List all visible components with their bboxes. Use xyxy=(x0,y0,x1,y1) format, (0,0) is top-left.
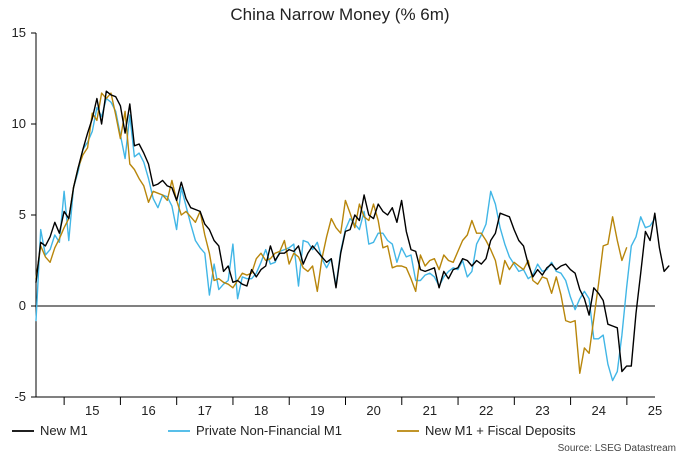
legend-label: New M1 + Fiscal Deposits xyxy=(425,423,576,438)
x-tick-label: 17 xyxy=(198,403,212,418)
series-group xyxy=(35,90,670,382)
x-tick-label: 18 xyxy=(254,403,268,418)
x-axis: 15 16 17 18 19 20 21 22 23 24 25 xyxy=(36,396,662,418)
legend: New M1 Private Non-Financial M1 New M1 + F… xyxy=(12,423,576,438)
series-line-0 xyxy=(35,90,670,373)
y-tick-label: 15 xyxy=(12,25,26,40)
y-tick-label: -5 xyxy=(14,389,26,404)
y-tick-group: -5 0 5 10 15 xyxy=(12,25,36,404)
x-tick-label: 23 xyxy=(535,403,549,418)
x-tick-label: 16 xyxy=(141,403,155,418)
x-tick-label: 20 xyxy=(366,403,380,418)
y-tick-label: 0 xyxy=(19,298,26,313)
x-tick-label: 15 xyxy=(85,403,99,418)
legend-label: Private Non-Financial M1 xyxy=(196,423,342,438)
y-tick-label: 5 xyxy=(19,207,26,222)
x-tick-label: 25 xyxy=(648,403,662,418)
x-tick-label: 24 xyxy=(591,403,605,418)
source-note: Source: LSEG Datastream xyxy=(558,443,676,454)
series-line-1 xyxy=(35,97,656,382)
x-tick-group: 15 16 17 18 19 20 21 22 23 24 25 xyxy=(63,397,662,418)
legend-label: New M1 xyxy=(40,423,88,438)
series-line-2 xyxy=(35,92,628,374)
x-tick-label: 19 xyxy=(310,403,324,418)
chart-title: China Narrow Money (% 6m) xyxy=(230,5,449,24)
x-tick-label: 22 xyxy=(479,403,493,418)
y-tick-label: 10 xyxy=(12,116,26,131)
x-tick-label: 21 xyxy=(423,403,437,418)
y-axis: -5 0 5 10 15 xyxy=(12,25,37,404)
